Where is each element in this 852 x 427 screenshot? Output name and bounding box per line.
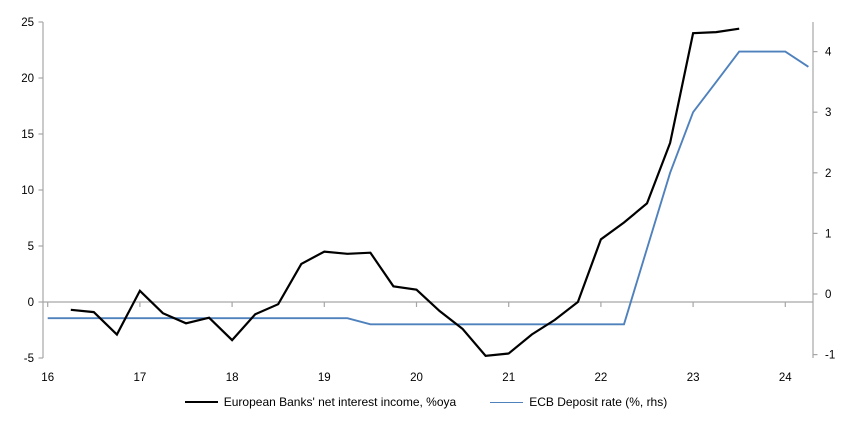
right-axis-label: 3: [825, 107, 831, 119]
x-axis-label: 17: [134, 372, 147, 384]
right-axis-label: 1: [825, 228, 831, 240]
series-line-ecb-deposit-rate: [47, 50, 809, 326]
legend-line-swatch-blue: [490, 401, 524, 403]
legend-label-ecb-deposit-rate: ECB Deposit rate (%, rhs): [529, 395, 668, 409]
x-axis-label: 18: [226, 372, 239, 384]
right-axis-label: 0: [825, 289, 831, 301]
series-line-net-interest-income: [70, 27, 740, 357]
left-axis-label: 0: [28, 297, 34, 309]
right-axis-label: -1: [825, 350, 835, 362]
left-axis-label: 15: [21, 129, 34, 141]
left-axis-label: 5: [28, 241, 34, 253]
x-axis-label: 22: [595, 372, 608, 384]
legend-line-swatch-black: [184, 401, 218, 403]
legend-item-ecb-deposit-rate: ECB Deposit rate (%, rhs): [490, 395, 667, 409]
x-axis-label: 20: [410, 372, 423, 384]
left-axis-label: 20: [21, 73, 34, 85]
left-axis-label: 25: [21, 17, 34, 29]
right-axis-label: 2: [825, 168, 831, 180]
left-axis-label: -5: [24, 353, 34, 365]
legend-label-net-interest-income: European Banks' net interest income, %oy…: [223, 395, 457, 409]
x-axis-label: 24: [779, 372, 792, 384]
left-axis-label: 10: [21, 185, 34, 197]
x-axis-label: 23: [687, 372, 700, 384]
x-axis-label: 21: [502, 372, 515, 384]
legend: European Banks' net interest income, %oy…: [0, 393, 852, 411]
right-axis-label: 4: [825, 47, 832, 59]
legend-item-net-interest-income: European Banks' net interest income, %oy…: [184, 395, 457, 409]
x-axis-label: 19: [318, 372, 331, 384]
x-axis-label: 16: [41, 372, 54, 384]
